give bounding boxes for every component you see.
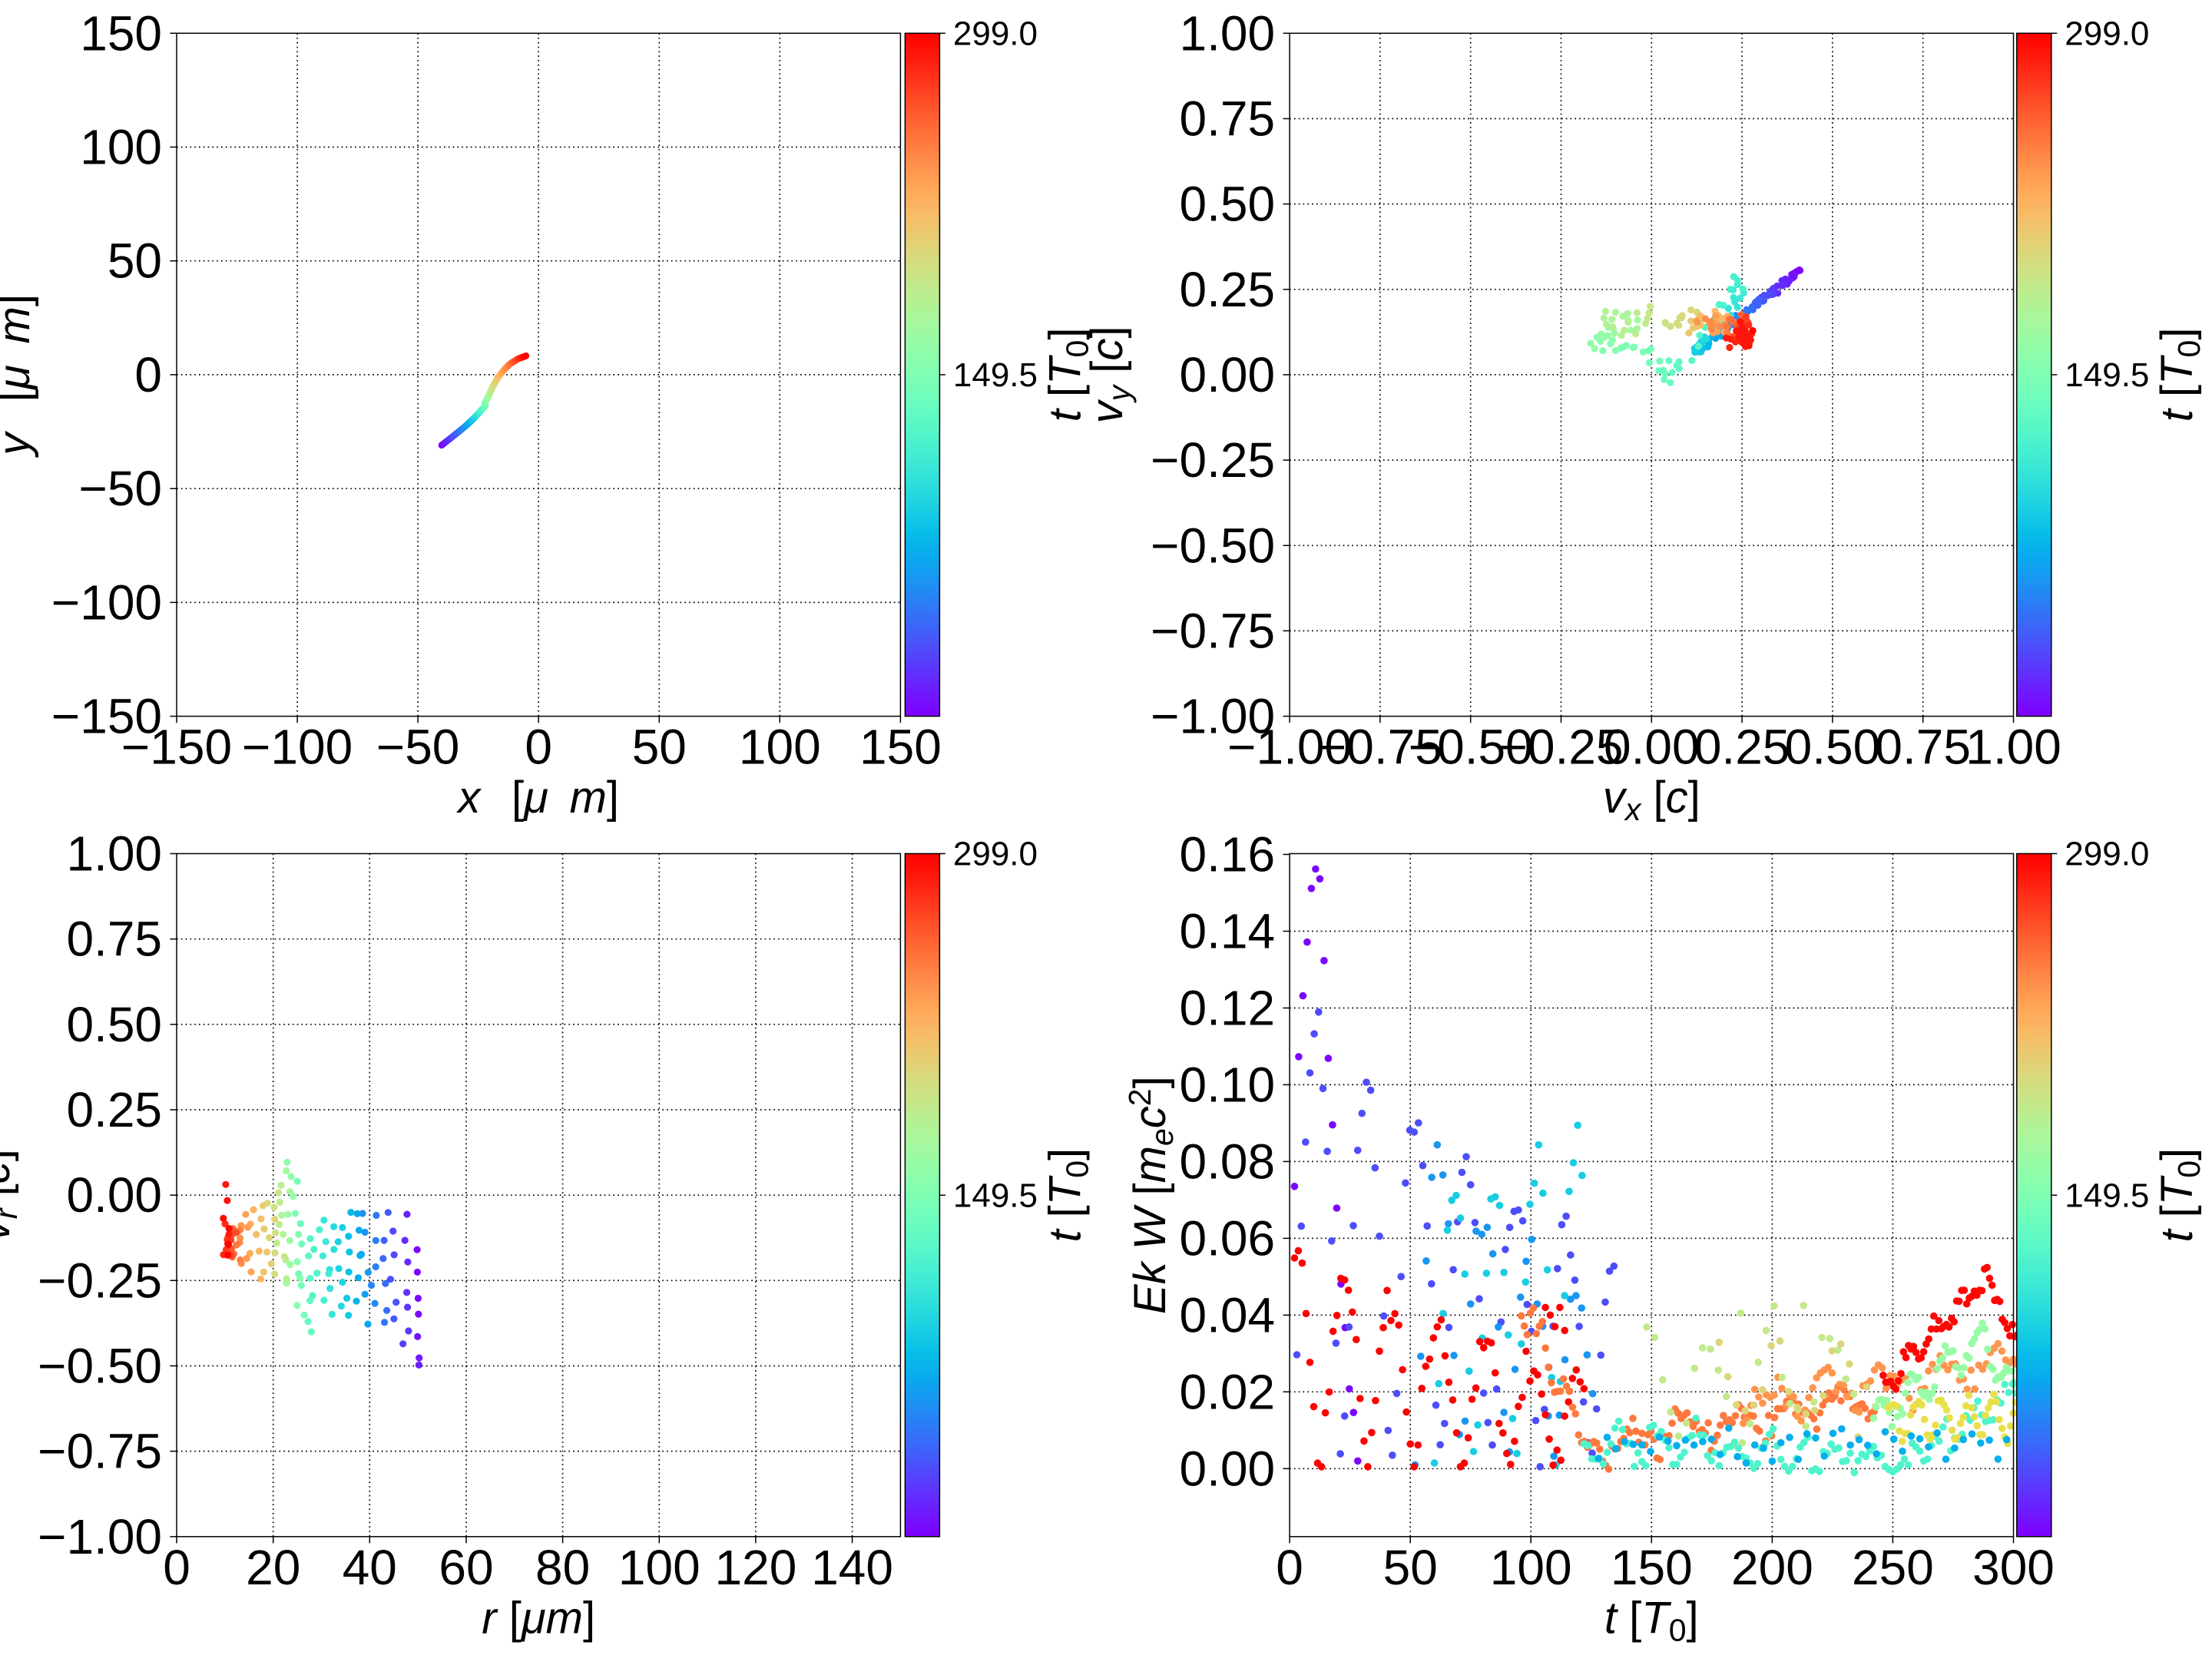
svg-text:0: 0 [163, 1540, 190, 1595]
svg-text:−50: −50 [78, 461, 162, 516]
svg-text:t [T0]: t [T0] [1040, 328, 1094, 422]
svg-text:40: 40 [343, 1540, 397, 1595]
svg-text:−0.50: −0.50 [1409, 720, 1533, 775]
svg-text:0: 0 [525, 720, 552, 775]
svg-text:−0.25: −0.25 [1499, 720, 1624, 775]
svg-text:vr [c]: vr [c] [0, 1149, 24, 1241]
svg-text:149.5: 149.5 [953, 1177, 1038, 1214]
svg-text:149.5: 149.5 [953, 356, 1038, 394]
svg-text:0.50: 0.50 [1180, 177, 1276, 232]
svg-text:0.12: 0.12 [1180, 981, 1276, 1036]
svg-text:0.00: 0.00 [66, 1167, 162, 1223]
svg-text:0.50: 0.50 [1785, 720, 1881, 775]
svg-text:−1.00: −1.00 [1227, 720, 1352, 775]
svg-text:1.00: 1.00 [66, 826, 162, 882]
svg-text:140: 140 [811, 1540, 893, 1595]
svg-text:200: 200 [1731, 1540, 1813, 1595]
svg-text:0.16: 0.16 [1180, 827, 1276, 882]
svg-text:0.00: 0.00 [1604, 720, 1700, 775]
svg-text:−1.00: −1.00 [38, 1509, 162, 1564]
svg-text:20: 20 [246, 1540, 300, 1595]
svg-text:0.25: 0.25 [1180, 262, 1276, 317]
svg-text:50: 50 [108, 233, 162, 289]
svg-text:vx [c]: vx [c] [1603, 773, 1700, 827]
svg-text:0.25: 0.25 [1694, 720, 1790, 775]
svg-text:−150: −150 [51, 689, 162, 744]
svg-text:0.00: 0.00 [1180, 347, 1276, 402]
svg-text:0.75: 0.75 [66, 912, 162, 967]
svg-text:t [T0]: t [T0] [2152, 1148, 2207, 1243]
svg-text:60: 60 [439, 1540, 493, 1595]
svg-text:0.50: 0.50 [66, 997, 162, 1052]
svg-text:250: 250 [1852, 1540, 1934, 1595]
svg-text:0.06: 0.06 [1180, 1210, 1276, 1266]
svg-text:150: 150 [859, 720, 942, 775]
svg-text:−1.00: −1.00 [1151, 689, 1275, 744]
svg-text:149.5: 149.5 [2065, 1177, 2149, 1214]
svg-text:−0.25: −0.25 [1151, 432, 1275, 488]
svg-text:−100: −100 [51, 574, 162, 630]
svg-text:−0.50: −0.50 [1151, 518, 1275, 573]
svg-text:149.5: 149.5 [2065, 356, 2149, 394]
svg-text:−0.75: −0.75 [1318, 720, 1442, 775]
svg-text:0.75: 0.75 [1875, 720, 1971, 775]
svg-text:299.0: 299.0 [2065, 836, 2149, 873]
svg-text:0.75: 0.75 [1180, 91, 1276, 147]
svg-text:0.25: 0.25 [66, 1082, 162, 1137]
svg-text:100: 100 [739, 720, 821, 775]
svg-text:t [T0]: t [T0] [1604, 1593, 1699, 1647]
svg-text:150: 150 [1611, 1540, 1693, 1595]
svg-text:300: 300 [1972, 1540, 2055, 1595]
svg-text:1.00: 1.00 [1965, 720, 2061, 775]
svg-text:−0.75: −0.75 [38, 1424, 162, 1479]
svg-text:−50: −50 [376, 720, 460, 775]
svg-text:150: 150 [80, 5, 162, 61]
svg-text:r [μm]: r [μm] [482, 1593, 595, 1643]
svg-text:t [T0]: t [T0] [2152, 328, 2207, 422]
svg-text:120: 120 [715, 1540, 797, 1595]
svg-text:0: 0 [134, 347, 162, 402]
svg-text:−100: −100 [242, 720, 353, 775]
svg-text:299.0: 299.0 [2065, 15, 2149, 52]
svg-text:0.02: 0.02 [1180, 1364, 1276, 1419]
svg-text:y [μ m]: y [μ m] [0, 294, 39, 458]
svg-text:100: 100 [618, 1540, 700, 1595]
svg-text:0.04: 0.04 [1180, 1287, 1276, 1342]
svg-text:−150: −150 [121, 720, 232, 775]
svg-text:50: 50 [632, 720, 687, 775]
svg-text:1.00: 1.00 [1180, 5, 1276, 61]
svg-text:0.00: 0.00 [1180, 1441, 1276, 1496]
svg-text:Ek W [mec2]: Ek W [mec2] [1122, 1076, 1180, 1314]
svg-text:50: 50 [1383, 1540, 1438, 1595]
svg-text:100: 100 [1490, 1540, 1572, 1595]
svg-text:0: 0 [1276, 1540, 1303, 1595]
svg-text:vy [c]: vy [c] [1082, 326, 1137, 423]
svg-text:−0.50: −0.50 [38, 1339, 162, 1394]
svg-text:−0.75: −0.75 [1151, 604, 1275, 659]
svg-text:80: 80 [535, 1540, 590, 1595]
svg-text:0.14: 0.14 [1180, 904, 1276, 959]
svg-text:100: 100 [80, 120, 162, 175]
svg-text:0.08: 0.08 [1180, 1134, 1276, 1189]
svg-text:−0.25: −0.25 [38, 1253, 162, 1308]
svg-text:299.0: 299.0 [953, 15, 1038, 52]
svg-text:0.10: 0.10 [1180, 1057, 1276, 1112]
svg-text:x [μ m]: x [μ m] [455, 773, 619, 823]
svg-text:299.0: 299.0 [953, 836, 1038, 873]
svg-text:t [T0]: t [T0] [1040, 1148, 1094, 1243]
